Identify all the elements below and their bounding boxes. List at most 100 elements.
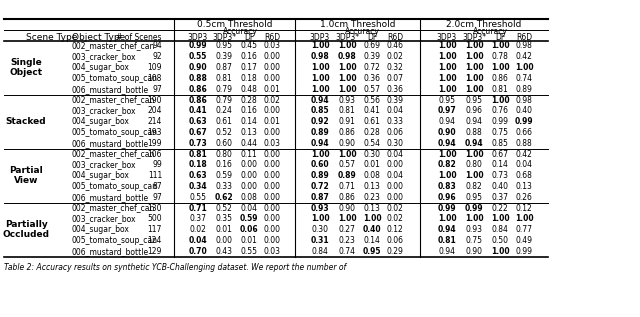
Text: 124: 124 xyxy=(148,236,162,245)
Text: 0.28: 0.28 xyxy=(364,128,380,137)
Text: 0.57: 0.57 xyxy=(339,160,355,169)
Text: 0.00: 0.00 xyxy=(264,106,280,115)
Text: 0.99: 0.99 xyxy=(515,247,532,256)
Text: 0.01: 0.01 xyxy=(364,160,380,169)
Text: 0.73: 0.73 xyxy=(492,171,509,180)
Text: 1.00: 1.00 xyxy=(338,63,356,72)
Text: 0.08: 0.08 xyxy=(241,193,257,202)
Text: 0.00: 0.00 xyxy=(387,160,403,169)
Text: 0.95: 0.95 xyxy=(465,193,483,202)
Text: 0.42: 0.42 xyxy=(516,150,532,158)
Text: 0.04: 0.04 xyxy=(515,160,532,169)
Text: 0.17: 0.17 xyxy=(241,63,257,72)
Text: 0.88: 0.88 xyxy=(516,139,532,148)
Text: 004_sugar_box: 004_sugar_box xyxy=(72,117,130,126)
Text: 0.71: 0.71 xyxy=(339,182,355,191)
Text: 002_master_chef_can: 002_master_chef_can xyxy=(72,95,156,105)
Text: 0.00: 0.00 xyxy=(264,204,280,212)
Text: R6D: R6D xyxy=(387,33,403,42)
Text: 0.72: 0.72 xyxy=(364,63,380,72)
Text: 0.86: 0.86 xyxy=(339,193,355,202)
Text: 004_sugar_box: 004_sugar_box xyxy=(72,63,130,72)
Text: 3DP3: 3DP3 xyxy=(310,33,330,42)
Text: 0.40: 0.40 xyxy=(363,225,381,234)
Text: 0.94: 0.94 xyxy=(310,95,330,105)
Text: 0.68: 0.68 xyxy=(516,171,532,180)
Text: 0.22: 0.22 xyxy=(492,204,508,212)
Text: 0.99: 0.99 xyxy=(515,117,533,126)
Text: 0.71: 0.71 xyxy=(189,204,207,212)
Text: 0.14: 0.14 xyxy=(364,236,380,245)
Text: 0.67: 0.67 xyxy=(189,128,207,137)
Text: 0.73: 0.73 xyxy=(189,139,207,148)
Text: 3DP3: 3DP3 xyxy=(437,33,457,42)
Text: 0.57: 0.57 xyxy=(364,85,381,94)
Text: 0.14: 0.14 xyxy=(241,117,257,126)
Text: 006_mustard_bottle: 006_mustard_bottle xyxy=(72,85,149,94)
Text: 0.32: 0.32 xyxy=(387,63,403,72)
Text: 1.00: 1.00 xyxy=(465,52,483,61)
Text: 0.86: 0.86 xyxy=(189,85,207,94)
Text: 003_cracker_box: 003_cracker_box xyxy=(72,52,136,61)
Text: 0.63: 0.63 xyxy=(189,171,207,180)
Text: 99: 99 xyxy=(152,160,162,169)
Text: 0.04: 0.04 xyxy=(387,106,403,115)
Text: 0.01: 0.01 xyxy=(264,85,280,94)
Text: 0.80: 0.80 xyxy=(216,150,232,158)
Text: 0.02: 0.02 xyxy=(264,95,280,105)
Text: 1.00: 1.00 xyxy=(438,52,456,61)
Text: 0.00: 0.00 xyxy=(264,63,280,72)
Text: 0.89: 0.89 xyxy=(338,171,356,180)
Text: 004_sugar_box: 004_sugar_box xyxy=(72,171,130,180)
Text: 0.61: 0.61 xyxy=(364,117,380,126)
Text: 0.94: 0.94 xyxy=(465,117,483,126)
Text: 0.88: 0.88 xyxy=(189,74,207,83)
Text: 0.82: 0.82 xyxy=(438,160,456,169)
Text: # of Scenes: # of Scenes xyxy=(116,33,162,42)
Text: 0.5cm Threshold: 0.5cm Threshold xyxy=(196,20,272,29)
Text: 1.00: 1.00 xyxy=(310,74,330,83)
Text: 1.0cm Threshold: 1.0cm Threshold xyxy=(320,20,396,29)
Text: 0.84: 0.84 xyxy=(492,225,508,234)
Text: 0.91: 0.91 xyxy=(339,117,355,126)
Text: 0.39: 0.39 xyxy=(387,95,403,105)
Text: 1.00: 1.00 xyxy=(438,85,456,94)
Text: 002_master_chef_can: 002_master_chef_can xyxy=(72,204,156,212)
Text: 0.26: 0.26 xyxy=(516,193,532,202)
Text: 0.39: 0.39 xyxy=(364,52,381,61)
Text: 0.56: 0.56 xyxy=(364,95,381,105)
Text: 0.52: 0.52 xyxy=(216,204,232,212)
Text: 0.01: 0.01 xyxy=(264,117,280,126)
Text: 0.06: 0.06 xyxy=(387,236,403,245)
Text: 1.00: 1.00 xyxy=(338,85,356,94)
Text: 0.60: 0.60 xyxy=(216,139,232,148)
Text: DF: DF xyxy=(495,33,505,42)
Text: 0.04: 0.04 xyxy=(241,204,257,212)
Text: 0.94: 0.94 xyxy=(465,139,483,148)
Text: 0.06: 0.06 xyxy=(387,128,403,137)
Text: 0.62: 0.62 xyxy=(214,193,234,202)
Text: 0.82: 0.82 xyxy=(466,182,483,191)
Text: 0.02: 0.02 xyxy=(189,225,207,234)
Text: 0.03: 0.03 xyxy=(264,139,280,148)
Text: 0.04: 0.04 xyxy=(387,150,403,158)
Text: 0.85: 0.85 xyxy=(492,139,508,148)
Text: 2.0cm Threshold: 2.0cm Threshold xyxy=(446,20,522,29)
Text: 0.00: 0.00 xyxy=(264,236,280,245)
Text: 0.84: 0.84 xyxy=(312,247,328,256)
Text: 0.69: 0.69 xyxy=(364,42,381,50)
Text: 0.42: 0.42 xyxy=(516,52,532,61)
Text: 006_mustard_bottle: 006_mustard_bottle xyxy=(72,193,149,202)
Text: 1.00: 1.00 xyxy=(465,85,483,94)
Text: 0.99: 0.99 xyxy=(189,42,207,50)
Text: 199: 199 xyxy=(147,139,162,148)
Text: 0.74: 0.74 xyxy=(339,247,355,256)
Text: 0.98: 0.98 xyxy=(310,52,330,61)
Text: 1.00: 1.00 xyxy=(310,42,330,50)
Text: 1.00: 1.00 xyxy=(515,63,533,72)
Text: 3DP3*: 3DP3* xyxy=(335,33,359,42)
Text: 97: 97 xyxy=(152,85,162,94)
Text: 0.02: 0.02 xyxy=(387,214,403,223)
Text: 0.74: 0.74 xyxy=(515,74,532,83)
Text: 0.55: 0.55 xyxy=(241,247,257,256)
